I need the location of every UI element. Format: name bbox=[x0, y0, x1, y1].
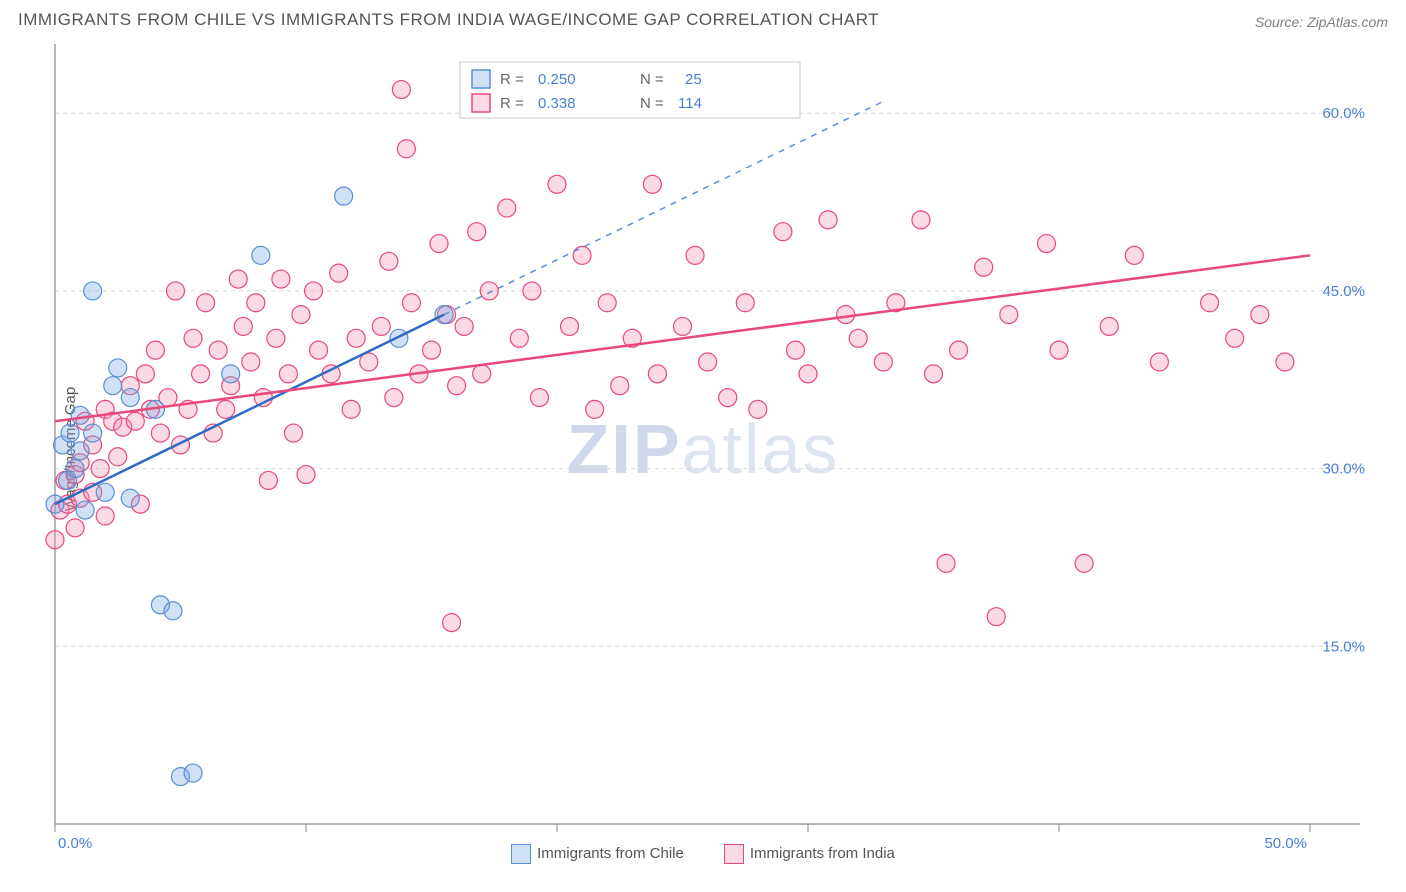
source-label: Source: ZipAtlas.com bbox=[1255, 14, 1388, 30]
svg-text:N =: N = bbox=[640, 95, 664, 112]
svg-text:N =: N = bbox=[640, 71, 664, 88]
legend-chile: Immigrants from Chile bbox=[511, 844, 684, 864]
legend-india-label: Immigrants from India bbox=[750, 845, 895, 862]
swatch-india bbox=[724, 844, 744, 864]
swatch-chile bbox=[511, 844, 531, 864]
svg-text:114: 114 bbox=[678, 95, 702, 112]
svg-text:25: 25 bbox=[685, 71, 702, 88]
svg-text:0.338: 0.338 bbox=[538, 95, 576, 112]
svg-text:R =: R = bbox=[500, 95, 524, 112]
svg-text:45.0%: 45.0% bbox=[1322, 283, 1365, 300]
svg-text:0.250: 0.250 bbox=[538, 71, 576, 88]
svg-text:R =: R = bbox=[500, 71, 524, 88]
chart-area: Wage/Income Gap ZIPatlas 15.0%30.0%45.0%… bbox=[0, 34, 1406, 864]
chart-svg: 15.0%30.0%45.0%60.0%0.0%50.0%R =0.250N =… bbox=[0, 34, 1406, 864]
svg-text:30.0%: 30.0% bbox=[1322, 461, 1365, 478]
legend-chile-label: Immigrants from Chile bbox=[537, 845, 684, 862]
legend-bottom: Immigrants from Chile Immigrants from In… bbox=[0, 844, 1406, 864]
legend-india: Immigrants from India bbox=[724, 844, 895, 864]
svg-text:15.0%: 15.0% bbox=[1322, 638, 1365, 655]
svg-text:60.0%: 60.0% bbox=[1322, 105, 1365, 122]
chart-title: IMMIGRANTS FROM CHILE VS IMMIGRANTS FROM… bbox=[18, 10, 879, 30]
